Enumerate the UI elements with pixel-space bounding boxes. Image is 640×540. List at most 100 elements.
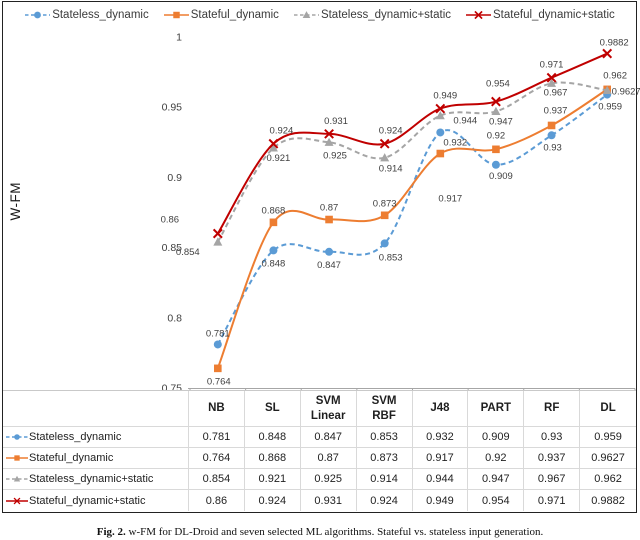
- circle-marker-icon: [34, 11, 42, 19]
- column-header-dl: DL: [580, 391, 636, 427]
- legend-key-square-icon: [163, 11, 189, 19]
- x-marker-icon: [546, 72, 557, 83]
- legend-key-x-icon: [6, 497, 28, 504]
- legend-item-label: Stateful_dynamic: [190, 9, 279, 21]
- series-line: [216, 93, 608, 345]
- table-value-cell: 0.932: [412, 427, 469, 448]
- data-label: 0.914: [379, 164, 403, 175]
- data-label: 0.967: [544, 87, 568, 98]
- data-label: 0.947: [489, 116, 513, 127]
- data-label: 0.873: [373, 198, 397, 209]
- legend-key-triangle-icon: [6, 475, 28, 482]
- data-label: 0.87: [320, 203, 339, 214]
- legend-key-square-icon: [6, 455, 28, 461]
- table-value-cell: 0.873: [356, 448, 413, 469]
- table-value-cell: 0.971: [524, 490, 581, 511]
- data-label: 0.847: [317, 260, 341, 271]
- legend-item-label: Stateless_dynamic: [52, 9, 149, 21]
- row-header-stateless-dynamic-static: Stateless_dynamic+static: [3, 469, 189, 490]
- caption-label: Fig. 2.: [96, 526, 126, 538]
- data-label: 0.925: [323, 150, 347, 161]
- table-value-cell: 0.947: [468, 469, 525, 490]
- legend-key-triangle-icon: [293, 11, 319, 19]
- table-value-cell: 0.949: [413, 490, 469, 511]
- data-label: 0.854: [176, 247, 200, 258]
- data-label: 0.86: [161, 215, 180, 226]
- table-value-cell: 0.868: [244, 448, 301, 469]
- circle-marker-icon: [380, 239, 389, 248]
- triangle-marker-icon: [435, 111, 445, 120]
- series-stateful-dynamic-static: [212, 48, 613, 239]
- table-value-cell: 0.931: [301, 490, 357, 511]
- chart-legend: Stateless_dynamic Stateful_dynamic Statele…: [0, 6, 640, 24]
- table-value-cell: 0.937: [524, 448, 581, 469]
- triangle-marker-icon: [547, 78, 557, 87]
- square-marker-icon: [436, 149, 445, 158]
- circle-marker-icon: [325, 247, 334, 256]
- series-line: [216, 81, 608, 243]
- column-header-svm-linear: SVM Linear: [300, 391, 357, 427]
- table-value-cell: 0.967: [524, 469, 581, 490]
- square-marker-icon: [547, 121, 556, 130]
- y-tick-label: 0.9: [167, 172, 182, 184]
- table-value-cell: 0.853: [356, 427, 413, 448]
- square-marker-icon: [269, 218, 278, 227]
- triangle-marker-icon: [491, 106, 501, 116]
- column-header-nb: NB: [189, 391, 245, 427]
- legend-key-x-icon: [466, 10, 492, 20]
- x-marker-icon: [212, 228, 223, 239]
- data-label: 0.932: [443, 137, 467, 148]
- y-tick-label: 0.85: [162, 242, 183, 254]
- row-header-stateless-dynamic: Stateless_dynamic: [3, 427, 189, 448]
- table-corner-cell: [3, 391, 189, 427]
- row-header-label: Stateful_dynamic: [29, 452, 114, 464]
- column-header-sl: SL: [244, 391, 301, 427]
- data-label: 0.949: [433, 91, 457, 102]
- data-label: 0.9627: [612, 86, 640, 97]
- table-value-cell: 0.924: [245, 490, 301, 511]
- legend-item-stateful-dynamic-static: Stateful_dynamic+static: [466, 9, 615, 21]
- legend-item-stateless-dynamic-static: Stateless_dynamic+static: [293, 9, 451, 21]
- data-label: 0.962: [603, 70, 627, 81]
- caption-text: w-FM for DL-Droid and seven selected ML …: [128, 526, 544, 538]
- square-marker-icon: [14, 455, 20, 461]
- x-marker-icon: [491, 96, 501, 107]
- x-marker-icon: [324, 128, 334, 139]
- wfm-line-chart: 1 0.95 0.9 0.85 0.8 0.75 0.781 0.848 0.847 0.853 0…: [161, 32, 640, 392]
- data-label: 0.917: [438, 194, 462, 205]
- data-table: NB SL SVM Linear SVM RBF J48 PART RF DL Stateles…: [3, 390, 636, 511]
- x-marker-icon: [474, 10, 483, 20]
- table-value-cell: 0.848: [244, 427, 301, 448]
- triangle-marker-icon: [13, 475, 21, 482]
- data-label: 0.921: [267, 153, 291, 164]
- data-label: 0.781: [206, 328, 230, 339]
- circle-marker-icon: [547, 131, 556, 140]
- square-marker-icon: [380, 211, 389, 220]
- column-header-rf: RF: [524, 391, 581, 427]
- x-marker-icon: [602, 48, 613, 59]
- data-label: 0.909: [489, 171, 513, 182]
- data-label: 0.924: [270, 126, 294, 137]
- table-value-cell: 0.944: [412, 469, 469, 490]
- column-header-part: PART: [468, 391, 525, 427]
- table-value-cell: 0.962: [580, 469, 636, 490]
- table-value-cell: 0.9882: [591, 494, 625, 507]
- circle-marker-icon: [269, 246, 278, 255]
- column-header-svm-rbf: SVM RBF: [356, 391, 413, 427]
- data-label: 0.971: [540, 60, 564, 71]
- circle-marker-icon: [213, 340, 222, 349]
- row-header-label: Stateless_dynamic+static: [29, 473, 154, 485]
- data-label: 0.931: [324, 116, 348, 127]
- x-marker-icon: [13, 497, 21, 504]
- data-label: 0.959: [598, 102, 622, 113]
- table-value-cell: 0.954: [468, 490, 525, 511]
- x-marker-icon: [379, 138, 390, 149]
- y-tick-label: 0.8: [167, 312, 182, 324]
- data-label: 0.848: [262, 258, 286, 269]
- data-label: 0.868: [262, 205, 286, 216]
- triangle-marker-icon: [268, 143, 278, 152]
- table-value-cell: 0.925: [300, 469, 357, 490]
- data-label: 0.9882: [600, 38, 629, 49]
- table-value-cell: 0.87: [300, 448, 357, 469]
- table-value-cell: 0.917: [412, 448, 469, 469]
